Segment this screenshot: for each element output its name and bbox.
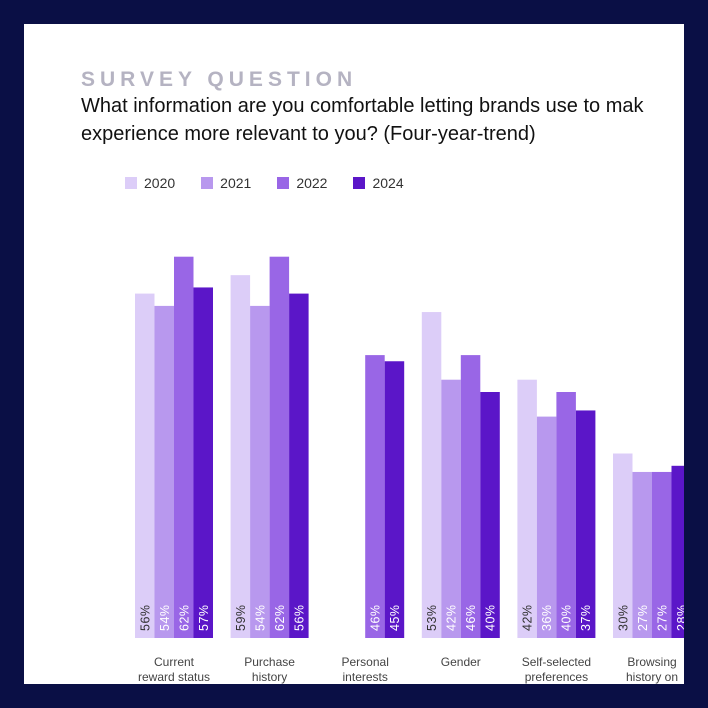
category-label: Self-selected [522,655,591,669]
data-label: 45% [388,604,402,631]
bar-2021 [441,379,461,638]
data-label: 56% [292,604,306,631]
bar-2021 [154,305,174,638]
category-label: Purchase [244,655,295,669]
data-label: 42% [521,604,535,631]
data-label: 46% [368,604,382,631]
data-label: 37% [579,604,593,631]
legend-item-2024: 2024 [353,175,404,191]
data-label: 40% [484,604,498,631]
legend-label: 2022 [296,175,328,191]
data-label: 27% [636,604,650,631]
category-label: interests [343,670,388,684]
bar-2024 [384,361,405,638]
bar-2022 [460,355,481,638]
category-label: reward status [138,670,210,684]
category-label: Personal [342,655,389,669]
data-label: 27% [655,604,669,631]
category-label: Current [154,655,195,669]
category-label: Gender [441,655,481,669]
legend-swatch [125,177,137,189]
data-label: 62% [273,604,287,631]
bar-2021 [536,416,557,638]
chart-card: SURVEY QUESTION What information are you… [24,24,684,684]
bar-2021 [250,305,270,638]
bar-2021 [632,471,652,638]
category-label: preferences [525,670,588,684]
legend-item-2020: 2020 [125,175,175,191]
data-label: 36% [540,604,554,631]
question-line-1: What information are you comfortable let… [81,95,644,117]
data-label: 53% [425,604,439,631]
data-label: 28% [675,604,684,631]
legend-item-2021: 2021 [201,175,251,191]
bar-2024 [480,392,500,638]
bar-2020 [230,275,251,638]
question-line-2: experience more relevant to you? (Four-y… [81,123,536,145]
data-label: 62% [177,604,191,631]
category-label: history on [626,670,678,684]
bar-2024 [575,410,596,638]
bar-2020 [135,293,155,638]
data-label: 42% [445,604,459,631]
chart-question: What information are you comfortable let… [81,92,684,148]
data-label: 56% [138,604,152,631]
legend-item-2022: 2022 [277,175,327,191]
legend-swatch [277,177,290,189]
kicker-label: SURVEY QUESTION [81,68,358,91]
bar-2024 [289,293,309,638]
data-label: 57% [197,604,211,631]
data-label: 40% [560,604,574,631]
data-label: 54% [253,604,267,631]
bar-2022 [269,256,290,638]
bar-2020 [613,453,633,638]
bar-2024 [193,287,213,638]
bar-2020 [517,379,537,638]
bar-2020 [421,312,442,638]
bar-2022 [174,256,194,638]
bar-2022 [365,355,385,638]
legend-swatch [353,177,366,189]
legend: 2020 2021 2022 2024 [125,175,430,191]
data-label: 30% [616,604,630,631]
legend-label: 2024 [372,175,404,191]
legend-swatch [201,177,214,189]
bar-2022 [556,392,576,638]
data-label: 54% [158,604,172,631]
category-label: Browsing [627,655,676,669]
legend-label: 2021 [220,175,252,191]
category-label: history [252,670,287,684]
data-label: 46% [464,604,478,631]
bar-2022 [652,471,672,638]
bar-2024 [671,465,684,638]
data-label: 59% [234,604,248,631]
legend-label: 2020 [144,175,176,191]
